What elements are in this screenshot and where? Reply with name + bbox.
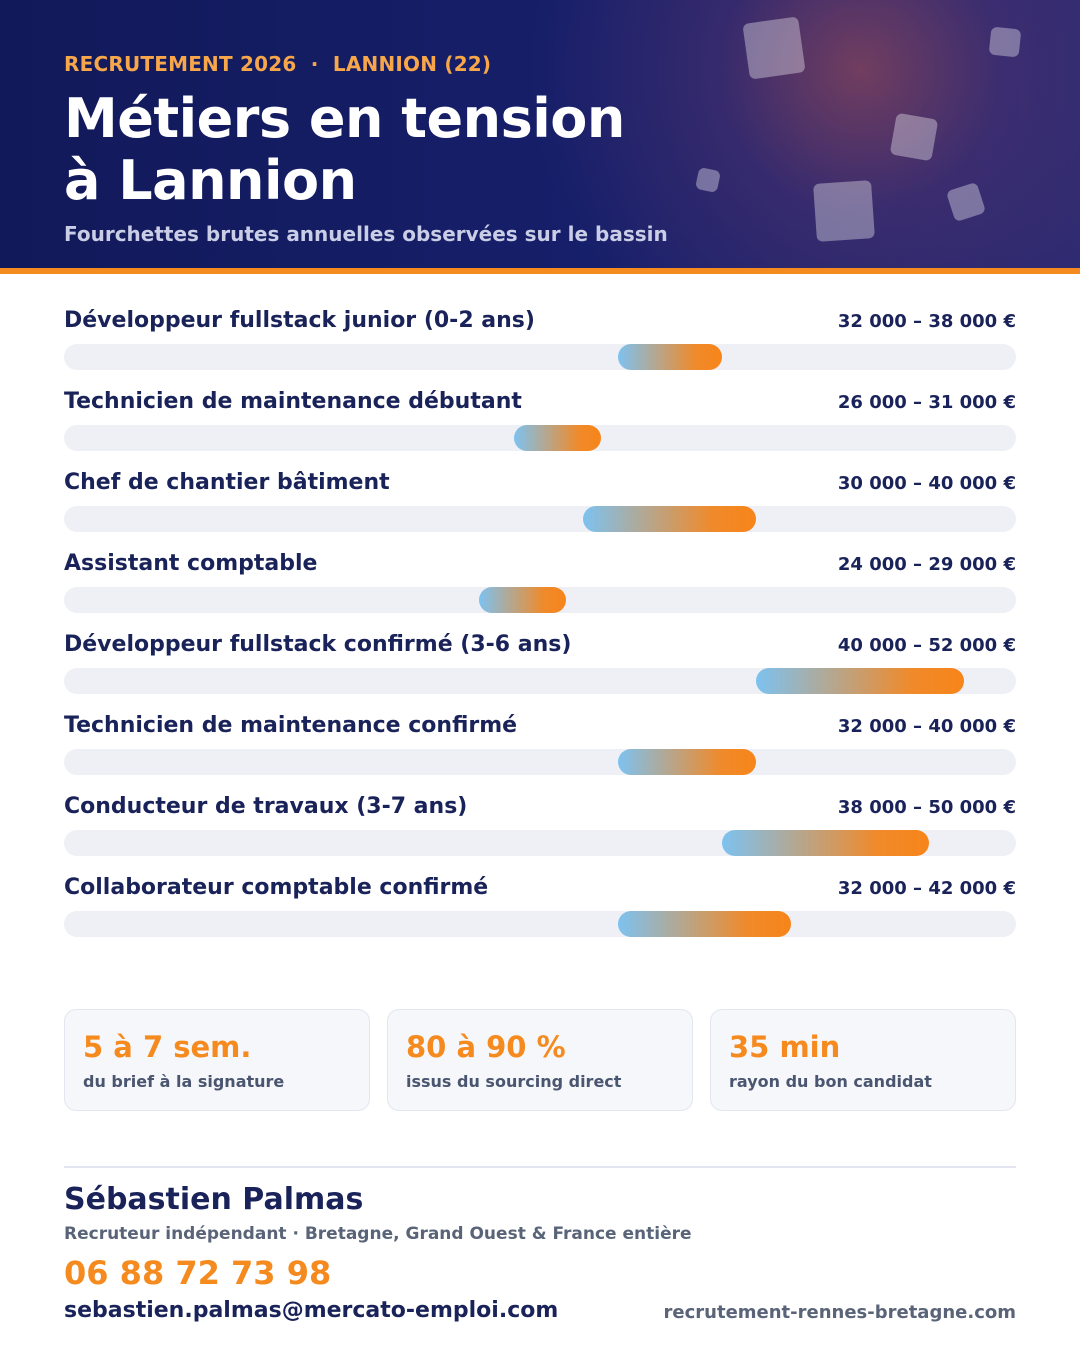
decorative-square [889,112,939,162]
job-title: Conducteur de travaux (3-7 ans) [64,794,468,819]
header-banner: RECRUTEMENT 2026 · LANNION (22) Métiers … [0,0,1080,268]
job-title: Collaborateur comptable confirmé [64,875,489,900]
contact-website-link[interactable]: recrutement-rennes-bretagne.com [663,1302,1016,1323]
job-title: Développeur fullstack junior (0-2 ans) [64,308,535,333]
range-track [64,425,1016,451]
decorative-square [694,166,722,194]
salary-row: Collaborateur comptable confirmé 32 000 –… [64,873,1016,954]
salary-range-text: 30 000 – 40 000 € [837,473,1016,494]
salary-range-text: 26 000 – 31 000 € [837,392,1016,413]
stat-label: rayon du bon candidat [729,1072,932,1091]
salary-row: Développeur fullstack junior (0-2 ans) 32… [64,306,1016,387]
range-bar [617,344,722,370]
decorative-square [945,181,987,223]
contact-email-link[interactable]: sebastien.palmas@mercato-emploi.com [64,1298,559,1323]
salary-range-text: 32 000 – 40 000 € [837,716,1016,737]
salary-range-text: 40 000 – 52 000 € [837,635,1016,656]
job-title: Assistant comptable [64,551,318,576]
range-bar [721,830,930,856]
page-subtitle: Fourchettes brutes annuelles observées s… [64,222,668,246]
stat-label: issus du sourcing direct [406,1072,622,1091]
salary-range-chart: Développeur fullstack junior (0-2 ans) 32… [64,306,1016,954]
decorative-square [742,16,806,80]
job-title: Développeur fullstack confirmé (3-6 ans) [64,632,572,657]
range-track [64,749,1016,775]
salary-row: Conducteur de travaux (3-7 ans) 38 000 – … [64,792,1016,873]
range-bar [756,668,965,694]
stat-value: 35 min [729,1030,841,1064]
range-track [64,506,1016,532]
decorative-square [988,26,1022,58]
salary-row: Assistant comptable 24 000 – 29 000 € [64,549,1016,630]
stats-section: 5 à 7 sem. du brief à la signature 80 à … [64,1009,1016,1113]
stat-card: 5 à 7 sem. du brief à la signature [64,1009,370,1111]
stat-card: 35 min rayon du bon candidat [710,1009,1016,1111]
salary-range-text: 32 000 – 38 000 € [837,311,1016,332]
salary-row: Technicien de maintenance confirmé 32 000… [64,711,1016,792]
range-bar [617,911,791,937]
stat-value: 80 à 90 % [406,1030,566,1064]
range-track [64,668,1016,694]
job-title: Technicien de maintenance débutant [64,389,522,414]
range-bar [514,425,601,451]
accent-divider [0,268,1080,274]
decorative-square [813,180,875,242]
range-track [64,830,1016,856]
stat-label: du brief à la signature [83,1072,285,1091]
range-track [64,344,1016,370]
job-title: Technicien de maintenance confirmé [64,713,518,738]
range-track [64,587,1016,613]
footer-divider [64,1166,1016,1168]
salary-range-text: 38 000 – 50 000 € [837,797,1016,818]
salary-row: Technicien de maintenance débutant 26 000… [64,387,1016,468]
range-bar [617,749,757,775]
salary-range-text: 32 000 – 42 000 € [837,878,1016,899]
salary-row: Développeur fullstack confirmé (3-6 ans)… [64,630,1016,711]
salary-row: Chef de chantier bâtiment 30 000 – 40 000… [64,468,1016,549]
contact-phone-link[interactable]: 06 88 72 73 98 [64,1254,332,1292]
contact-name: Sébastien Palmas [64,1182,364,1217]
stat-card: 80 à 90 % issus du sourcing direct [387,1009,693,1111]
range-bar [583,506,757,532]
salary-range-text: 24 000 – 29 000 € [837,554,1016,575]
range-track [64,911,1016,937]
stat-value: 5 à 7 sem. [83,1030,252,1064]
job-title: Chef de chantier bâtiment [64,470,390,495]
page-title-line-1: Métiers en tension [64,87,625,150]
range-bar [479,587,566,613]
eyebrow-label: RECRUTEMENT 2026 · LANNION (22) [64,52,492,76]
page-title: Métiers en tension à Lannion [64,88,625,212]
page-title-line-2: à Lannion [64,149,357,212]
contact-role: Recruteur indépendant · Bretagne, Grand … [64,1224,692,1244]
